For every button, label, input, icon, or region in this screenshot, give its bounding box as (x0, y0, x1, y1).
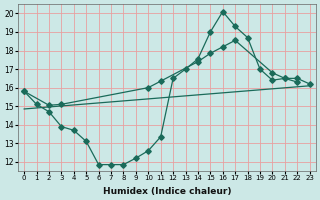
X-axis label: Humidex (Indice chaleur): Humidex (Indice chaleur) (103, 187, 231, 196)
